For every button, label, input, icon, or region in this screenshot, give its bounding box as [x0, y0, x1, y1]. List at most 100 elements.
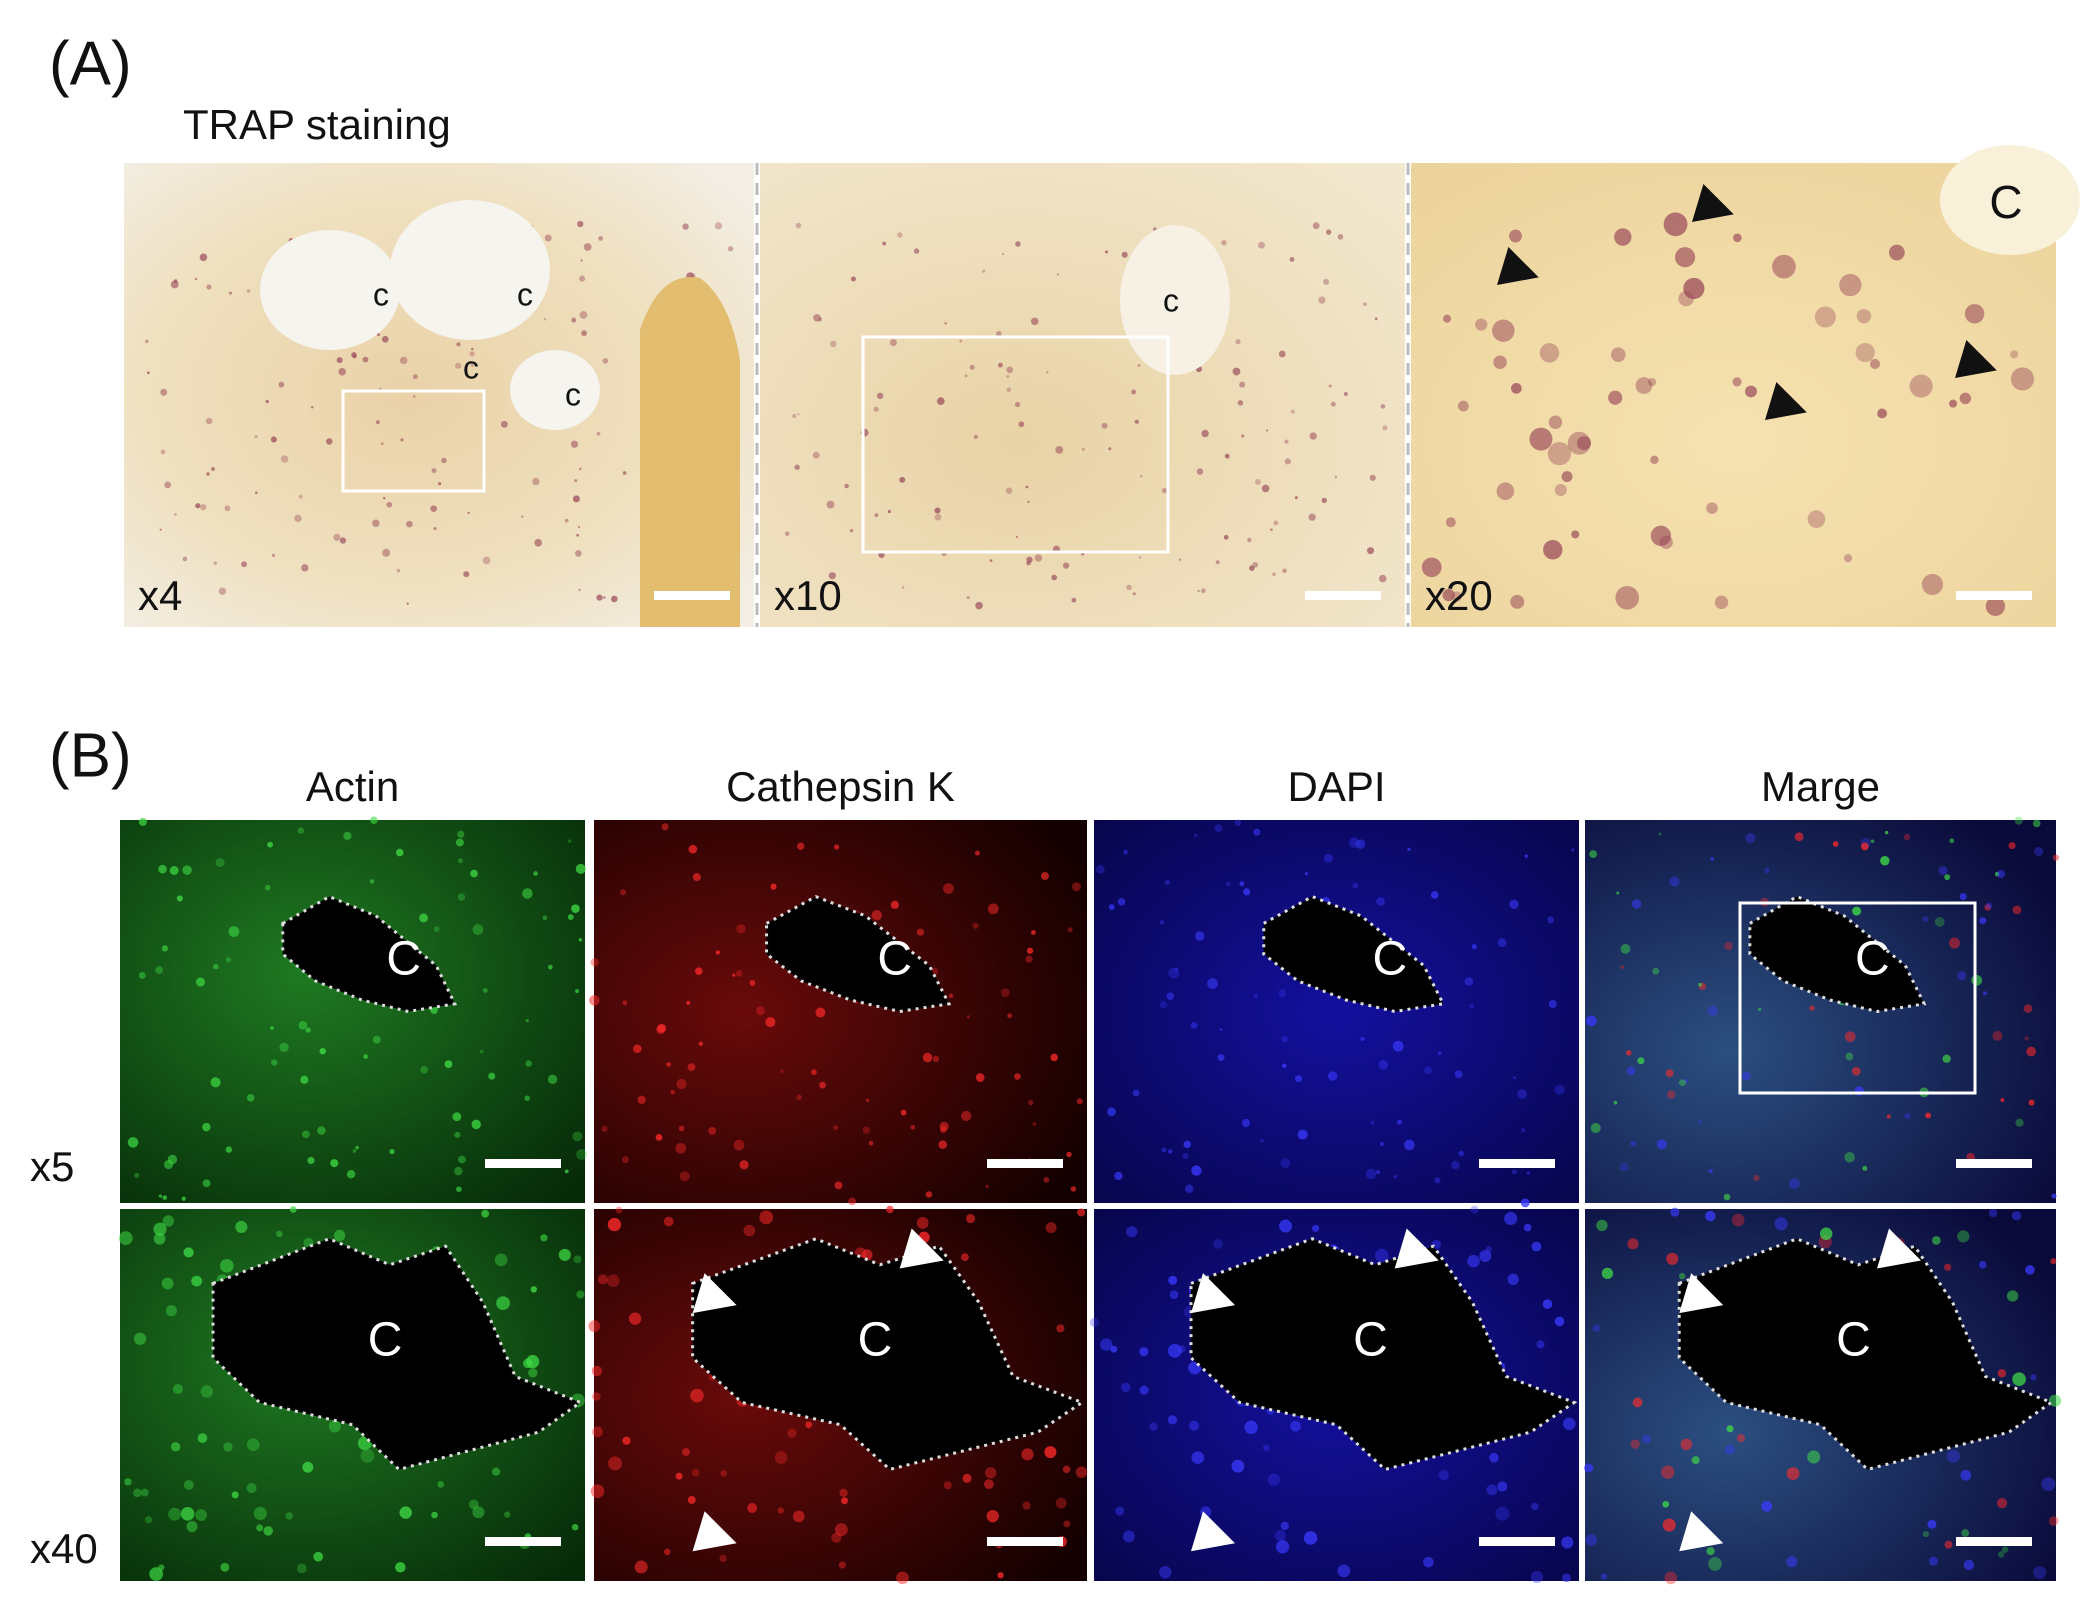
signal-spot [615, 1206, 623, 1214]
stain-spot [1139, 556, 1142, 559]
stain-spot [471, 364, 474, 367]
stain-spot [1282, 568, 1287, 574]
stain-spot [1046, 371, 1049, 374]
stain-spot [1554, 483, 1567, 497]
stain-spot [794, 464, 800, 470]
stain-spot [1421, 557, 1442, 578]
signal-spot [158, 1194, 163, 1198]
stain-spot [1856, 308, 1872, 324]
signal-spot [759, 1210, 774, 1225]
signal-spot [419, 913, 428, 923]
stain-spot [997, 362, 1003, 368]
signal-spot [395, 1562, 406, 1573]
signal-spot [1149, 1422, 1158, 1431]
stain-spot [1241, 434, 1245, 438]
tissue-edge [640, 277, 740, 627]
stain-spot [1539, 343, 1560, 363]
signal-spot [1509, 899, 1519, 910]
signal-spot [1844, 1151, 1855, 1163]
stain-spot [265, 399, 269, 404]
signal-spot [1726, 1425, 1734, 1433]
signal-spot [666, 1062, 672, 1067]
signal-spot [796, 1094, 802, 1100]
stain-spot [1647, 377, 1657, 387]
signal-spot [1665, 1069, 1674, 1078]
signal-spot [1323, 853, 1333, 863]
signal-spot [592, 1426, 603, 1438]
signal-spot [197, 1433, 208, 1443]
arrowhead [1497, 247, 1539, 285]
stain-spot [326, 438, 333, 445]
cavity [510, 350, 600, 430]
stain-spot [271, 553, 276, 558]
cavity [1940, 145, 2080, 255]
stain-spot [1235, 339, 1241, 345]
signal-spot [670, 1090, 675, 1095]
stain-spot [1289, 257, 1295, 262]
cavity-outline [211, 1237, 584, 1472]
signal-spot [1486, 1484, 1498, 1496]
signal-spot [522, 1358, 533, 1369]
signal-spot [1531, 1502, 1539, 1511]
signal-spot [263, 1526, 273, 1536]
signal-spot [1278, 989, 1287, 998]
signal-spot [1613, 1100, 1618, 1105]
signal-spot [1626, 1066, 1636, 1076]
stain-spot [146, 371, 150, 375]
signal-spot [343, 831, 352, 840]
magnification: x4 [138, 572, 182, 619]
signal-spot [1115, 1506, 1125, 1516]
stain-spot [1839, 273, 1862, 297]
signal-spot [457, 1155, 466, 1164]
signal-spot [797, 842, 805, 850]
stain-spot [1921, 573, 1944, 596]
signal-spot [2028, 1099, 2035, 1106]
signal-spot [932, 1055, 940, 1063]
signal-spot [1114, 1171, 1123, 1181]
signal-spot [1231, 1459, 1245, 1473]
stain-spot [874, 513, 879, 517]
signal-spot [1616, 891, 1620, 895]
stain-spot [1261, 484, 1270, 493]
signal-spot [225, 1146, 233, 1153]
signal-spot [608, 1456, 622, 1471]
signal-spot [1931, 1235, 1941, 1245]
signal-spot [433, 926, 440, 932]
signal-spot [1393, 1174, 1397, 1179]
signal-spot [690, 1388, 704, 1403]
signal-spot [1957, 1230, 1970, 1243]
signal-spot [819, 1081, 826, 1089]
signal-spot [1195, 931, 1205, 941]
signal-spot [1984, 904, 1992, 911]
signal-spot [2033, 1566, 2047, 1580]
signal-spot [1489, 1453, 1499, 1463]
signal-spot [352, 1149, 357, 1153]
signal-spot [457, 858, 463, 864]
stain-spot [829, 340, 837, 348]
signal-spot [399, 1506, 412, 1519]
signal-spot [1132, 1089, 1140, 1097]
signal-spot [675, 1142, 687, 1154]
signal-spot [1396, 1119, 1403, 1125]
signal-spot [1531, 1241, 1542, 1252]
signal-spot [1108, 904, 1115, 910]
signal-spot [1959, 893, 1967, 901]
signal-spot [1961, 1529, 1970, 1537]
stain-spot [975, 601, 983, 610]
signal-spot [558, 1248, 571, 1261]
stain-spot [1108, 447, 1112, 451]
signal-spot [679, 1171, 690, 1182]
stain-spot [294, 514, 302, 523]
signal-spot [1585, 1534, 1598, 1546]
scale-bar [485, 1537, 561, 1546]
signal-spot [138, 972, 146, 979]
stain-spot [1343, 391, 1348, 396]
stain-spot [1215, 560, 1220, 565]
signal-spot [1585, 1015, 1597, 1027]
signal-spot [1479, 1249, 1492, 1263]
signal-spot [1470, 1205, 1479, 1215]
signal-spot [522, 888, 533, 899]
signal-spot [1571, 848, 1575, 852]
signal-spot [1788, 1178, 1800, 1189]
signal-spot [1851, 1066, 1861, 1076]
